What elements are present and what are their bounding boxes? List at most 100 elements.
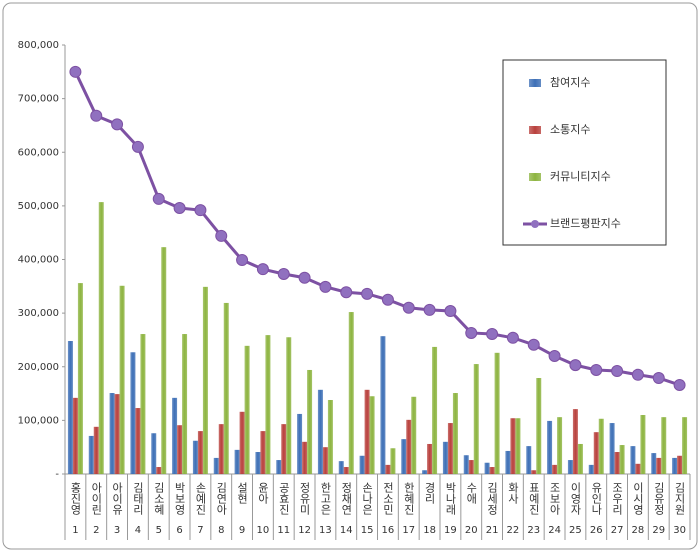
bar — [484, 462, 490, 474]
line-marker — [194, 204, 207, 217]
bar — [572, 409, 578, 474]
bar — [447, 423, 453, 474]
bar — [547, 420, 553, 474]
category-rank: 26 — [590, 525, 603, 536]
category-rank: 20 — [465, 525, 478, 536]
line-marker — [402, 301, 415, 314]
y-tick-label: - — [55, 469, 59, 480]
line-marker — [256, 263, 269, 276]
category-label: 조보아 — [548, 482, 561, 516]
category-label: 경리 — [423, 482, 436, 504]
y-tick-label: 600,000 — [18, 147, 59, 158]
bar — [192, 440, 198, 474]
bar — [390, 448, 396, 474]
bar — [223, 302, 229, 474]
bar — [265, 335, 271, 474]
bar — [557, 417, 563, 474]
line-marker — [277, 267, 290, 280]
category-label: 화사 — [506, 482, 519, 504]
bar — [140, 334, 146, 474]
bar — [385, 464, 391, 474]
category-rank: 14 — [340, 525, 353, 536]
bar — [182, 334, 188, 474]
category-label: 박보영 — [173, 482, 186, 515]
bar — [369, 396, 375, 474]
bar — [463, 455, 469, 474]
line-marker — [652, 372, 665, 385]
y-tick-label: 800,000 — [18, 40, 59, 51]
legend-label: 참여지수 — [550, 76, 590, 89]
category-rank: 10 — [257, 525, 270, 536]
legend-swatch — [531, 220, 539, 228]
bar — [297, 413, 303, 474]
category-label: 설현 — [236, 482, 249, 504]
category-rank: 12 — [298, 525, 311, 536]
bar — [130, 352, 136, 474]
line-marker — [90, 109, 103, 122]
category-rank: 6 — [176, 525, 182, 536]
y-tick-label: 700,000 — [18, 94, 59, 105]
bar — [640, 415, 646, 474]
bar — [635, 463, 641, 474]
bar — [156, 467, 162, 474]
line-marker — [69, 65, 82, 78]
bar — [234, 449, 240, 474]
category-rank: 1 — [72, 525, 78, 536]
bar — [672, 457, 678, 474]
y-tick-label: 100,000 — [18, 415, 59, 426]
bar — [338, 461, 344, 474]
bar — [255, 452, 261, 474]
category-label: 정유미 — [298, 482, 311, 515]
bar — [567, 460, 573, 474]
category-rank: 4 — [135, 525, 141, 536]
bar — [442, 441, 448, 474]
y-tick-label: 400,000 — [18, 255, 59, 266]
bar — [614, 452, 620, 474]
bar — [327, 399, 333, 474]
category-rank: 29 — [652, 525, 665, 536]
y-tick-label: 200,000 — [18, 362, 59, 373]
bar — [364, 389, 370, 474]
line-marker — [631, 368, 644, 381]
category-rank: 27 — [611, 525, 624, 536]
bar — [348, 312, 354, 474]
line-marker — [506, 331, 519, 344]
legend-label: 소통지수 — [550, 123, 590, 136]
bar — [661, 417, 667, 474]
category-label: 윤아 — [256, 482, 269, 505]
category-label: 수애 — [465, 482, 478, 505]
bar — [317, 389, 323, 474]
category-label: 아이유 — [111, 482, 124, 515]
category-rank: 13 — [319, 525, 332, 536]
bar — [307, 369, 313, 474]
bar — [119, 285, 125, 474]
bar — [302, 441, 308, 474]
category-label: 아이린 — [90, 482, 103, 515]
bar — [260, 431, 266, 474]
line-marker — [465, 326, 478, 339]
bar — [593, 432, 599, 474]
category-rank: 25 — [569, 525, 582, 536]
bar — [682, 417, 688, 474]
bar — [343, 467, 349, 474]
line-marker — [319, 280, 332, 293]
category-label: 공효진 — [277, 482, 290, 515]
legend-swatch — [529, 173, 541, 181]
bar — [322, 447, 328, 474]
legend-box — [502, 59, 667, 246]
bar — [577, 443, 583, 474]
bar — [401, 439, 407, 474]
line-marker — [486, 328, 499, 341]
bar — [422, 470, 428, 474]
category-label: 김소혜 — [152, 482, 165, 516]
bar — [588, 464, 594, 474]
bar — [515, 418, 521, 474]
bar — [151, 433, 157, 474]
bar — [677, 455, 683, 474]
bar — [452, 393, 458, 474]
bar — [286, 337, 292, 474]
category-label: 김세정 — [486, 482, 499, 515]
bar — [630, 446, 636, 474]
bar — [93, 426, 99, 474]
bar — [526, 446, 532, 474]
